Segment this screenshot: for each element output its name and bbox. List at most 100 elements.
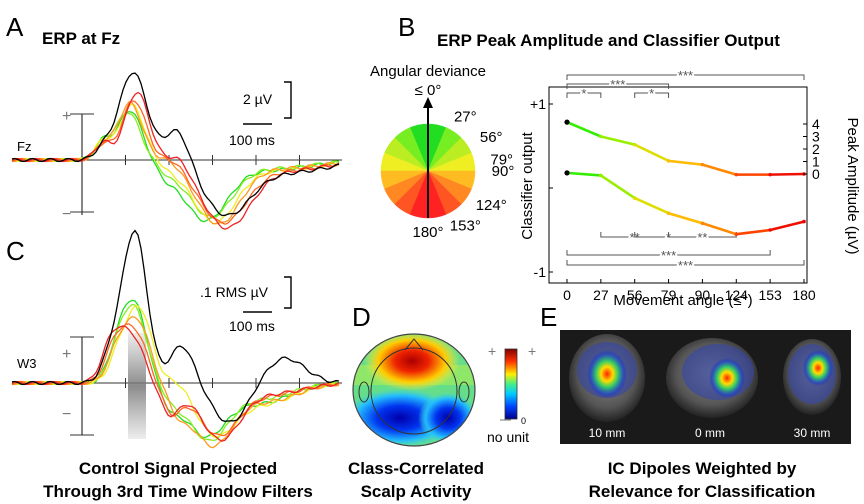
significance-bracket <box>566 250 771 256</box>
series-segment <box>599 135 637 146</box>
panel-c-caption-line2: Through 3rd Time Window Filters <box>43 482 313 501</box>
series-point <box>768 228 772 232</box>
sagittal-dipole <box>709 358 745 398</box>
x-tick-label: 27 <box>593 287 609 303</box>
series-segment <box>701 163 738 176</box>
series-point <box>564 119 570 125</box>
series-point <box>599 134 603 139</box>
right-ear <box>458 381 470 403</box>
pie-label: 180° <box>412 224 443 241</box>
x-tick-label: 153 <box>758 287 782 303</box>
significance-label: *** <box>661 248 676 263</box>
axial-dipole <box>803 350 833 386</box>
pie-label: 90° <box>492 163 515 180</box>
series-segment <box>599 174 637 200</box>
panel-d: D <box>348 302 536 501</box>
series-segment <box>768 220 806 232</box>
panel-c-plus: + <box>62 346 71 363</box>
panel-c-time-scale: 100 ms <box>229 318 275 334</box>
erp-trace <box>11 325 340 442</box>
x-tick-label: 79 <box>661 287 677 303</box>
significance-bracket <box>634 92 670 98</box>
series-segment <box>565 171 603 177</box>
slice-label-coronal: 10 mm <box>589 426 626 440</box>
panel-a-ticks <box>70 113 300 213</box>
panel-c-control-signal-traces <box>11 229 340 449</box>
significance-label: *** <box>678 68 693 83</box>
panel-c-amp-scale-bar <box>284 276 292 309</box>
colorbar-plus-left: + <box>488 343 496 359</box>
panel-e: E 10 mm 0 mm <box>540 302 851 501</box>
significance-bracket <box>566 92 602 98</box>
significance-bracket <box>566 74 805 80</box>
panel-c-ticks <box>70 336 300 436</box>
chart-left-ticks: +1 -1 <box>530 96 553 280</box>
pie-title-line1: Angular deviance <box>370 63 486 80</box>
head-outline <box>352 333 476 447</box>
pie-title-line2: ≤ 0° <box>415 82 442 99</box>
pie-label: 124° <box>476 197 507 214</box>
erp-classifier-chart: * ********* * ******** 0 27 56 79 90 124 153 180 +… <box>519 67 861 310</box>
panel-c-channel: W3 <box>17 356 37 371</box>
angular-deviance-pie <box>380 123 476 219</box>
panel-a-plus: + <box>62 108 71 125</box>
x-tick-label: 180 <box>792 287 816 303</box>
right-tick-label: 3 <box>812 129 820 145</box>
series-point <box>632 142 637 147</box>
left-ear <box>358 381 370 403</box>
panel-a-channel: Fz <box>17 139 31 154</box>
chart-x-ticks: 0 27 56 79 90 124 153 180 <box>563 279 816 303</box>
right-tick-label: 2 <box>812 141 820 157</box>
colorbar-plus-right: + <box>528 343 536 359</box>
time-window-shading <box>128 333 146 439</box>
series-point <box>632 196 637 200</box>
series-point <box>768 172 772 177</box>
pie-arrow-head <box>423 97 433 108</box>
series-point <box>666 211 671 215</box>
series-point <box>734 172 739 177</box>
right-tick-label: 4 <box>812 116 820 132</box>
series-point <box>734 232 739 236</box>
significance-label: *** <box>678 258 693 273</box>
panel-a-erp-traces <box>11 72 340 230</box>
chart-x-label: Movement angle (≤°) <box>613 292 752 309</box>
erp-trace <box>11 72 340 217</box>
significance-label: * <box>581 86 586 101</box>
panel-c-minus: − <box>62 406 71 423</box>
erp-trace <box>11 229 340 422</box>
right-tick-label: 0 <box>812 166 820 182</box>
x-tick-label: 90 <box>695 287 711 303</box>
slice-label-axial: 30 mm <box>794 426 831 440</box>
chart-y-label-right: Peak Amplitude (µV) <box>844 117 861 254</box>
significance-bracket <box>566 83 670 89</box>
coronal-dipole <box>587 350 627 398</box>
significance-bracket <box>566 260 805 266</box>
panel-c: C + − W3 .1 RMS µV 100 ms Control Signal… <box>6 229 342 501</box>
panel-d-caption-line2: Scalp Activity <box>361 482 472 501</box>
significance-label: ** <box>697 230 707 245</box>
pie-label: 56° <box>480 129 503 146</box>
series-point <box>802 219 806 224</box>
head-inner-circle <box>370 347 458 435</box>
series-segment <box>633 196 670 215</box>
panel-e-caption-line1: IC Dipoles Weighted by <box>608 459 797 478</box>
right-tick-label: 1 <box>812 154 820 170</box>
series-point <box>599 173 603 178</box>
pie-label: 153° <box>450 217 481 234</box>
series-segment <box>667 159 704 166</box>
series-segment <box>633 143 670 163</box>
significance-label: * <box>649 86 654 101</box>
pie-label: 27° <box>454 109 477 126</box>
nose <box>404 338 424 351</box>
panel-e-caption-line2: Relevance for Classification <box>589 482 816 501</box>
chart-frame <box>548 86 808 284</box>
series-point <box>666 159 671 163</box>
panel-d-caption-line1: Class-Correlated <box>348 459 484 478</box>
series-point <box>564 170 570 176</box>
panel-b-letter: B <box>398 12 415 42</box>
series-segment <box>768 172 806 176</box>
left-tick-label: +1 <box>530 96 546 112</box>
panel-a-amp-scale: 2 µV <box>243 91 273 107</box>
panel-a-amp-scale-bar <box>284 81 292 119</box>
